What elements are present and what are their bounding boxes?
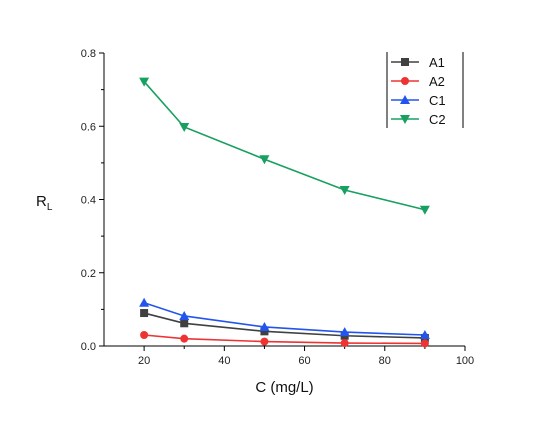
data-point bbox=[179, 310, 190, 320]
series-a2 bbox=[140, 331, 429, 348]
legend-item-a2: A2 bbox=[391, 74, 445, 89]
data-point bbox=[400, 115, 410, 124]
data-point bbox=[259, 321, 270, 331]
data-point bbox=[420, 339, 429, 348]
data-point bbox=[179, 122, 190, 132]
data-point bbox=[340, 339, 349, 348]
data-point bbox=[419, 205, 430, 215]
data-point bbox=[259, 155, 270, 165]
legend-item-a1: A1 bbox=[391, 55, 445, 70]
x-tick-label: 40 bbox=[218, 355, 230, 367]
legend-label: C1 bbox=[429, 93, 446, 108]
y-axis-title-subscript: L bbox=[47, 202, 53, 213]
x-tick-label: 20 bbox=[138, 355, 150, 367]
x-axis-title: C (mg/L) bbox=[255, 379, 313, 396]
data-point bbox=[180, 319, 189, 328]
legend-item-c1: C1 bbox=[391, 93, 446, 108]
x-tick-label: 80 bbox=[379, 355, 391, 367]
series-line bbox=[143, 81, 426, 211]
data-point bbox=[401, 77, 409, 85]
data-point bbox=[339, 185, 350, 195]
data-point bbox=[400, 95, 410, 104]
data-point bbox=[260, 327, 269, 336]
data-point bbox=[180, 334, 189, 343]
y-tick-label: 0.6 bbox=[81, 121, 96, 133]
y-tick-label: 0.4 bbox=[81, 195, 96, 207]
data-point bbox=[419, 330, 430, 340]
x-tick-label: 100 bbox=[456, 355, 474, 367]
legend-label: A2 bbox=[429, 74, 445, 89]
series-c2 bbox=[139, 77, 430, 215]
legend: A1 A2 C1 C2 bbox=[386, 52, 464, 128]
y-tick-label: 0.0 bbox=[81, 341, 96, 353]
legend-label: A1 bbox=[429, 55, 445, 70]
y-tick-label: 0.2 bbox=[81, 268, 96, 280]
y-tick-label: 0.8 bbox=[81, 48, 96, 60]
x-tick-label: 60 bbox=[298, 355, 310, 367]
y-axis-title: RL bbox=[36, 193, 53, 213]
data-point bbox=[260, 337, 269, 346]
legend-label: C2 bbox=[429, 112, 446, 127]
data-point bbox=[401, 58, 409, 66]
data-point bbox=[140, 309, 149, 318]
data-point bbox=[140, 331, 149, 340]
data-point bbox=[139, 77, 150, 87]
data-point bbox=[339, 327, 350, 337]
series-layer bbox=[139, 77, 430, 348]
series-c1 bbox=[139, 297, 430, 340]
legend-item-c2: C2 bbox=[391, 112, 446, 127]
y-axis-title-main: R bbox=[36, 193, 47, 210]
data-point bbox=[139, 297, 150, 307]
axes: 20 40 60 80 100 0.0 0.2 0.4 0.6 0.8 bbox=[81, 48, 474, 367]
